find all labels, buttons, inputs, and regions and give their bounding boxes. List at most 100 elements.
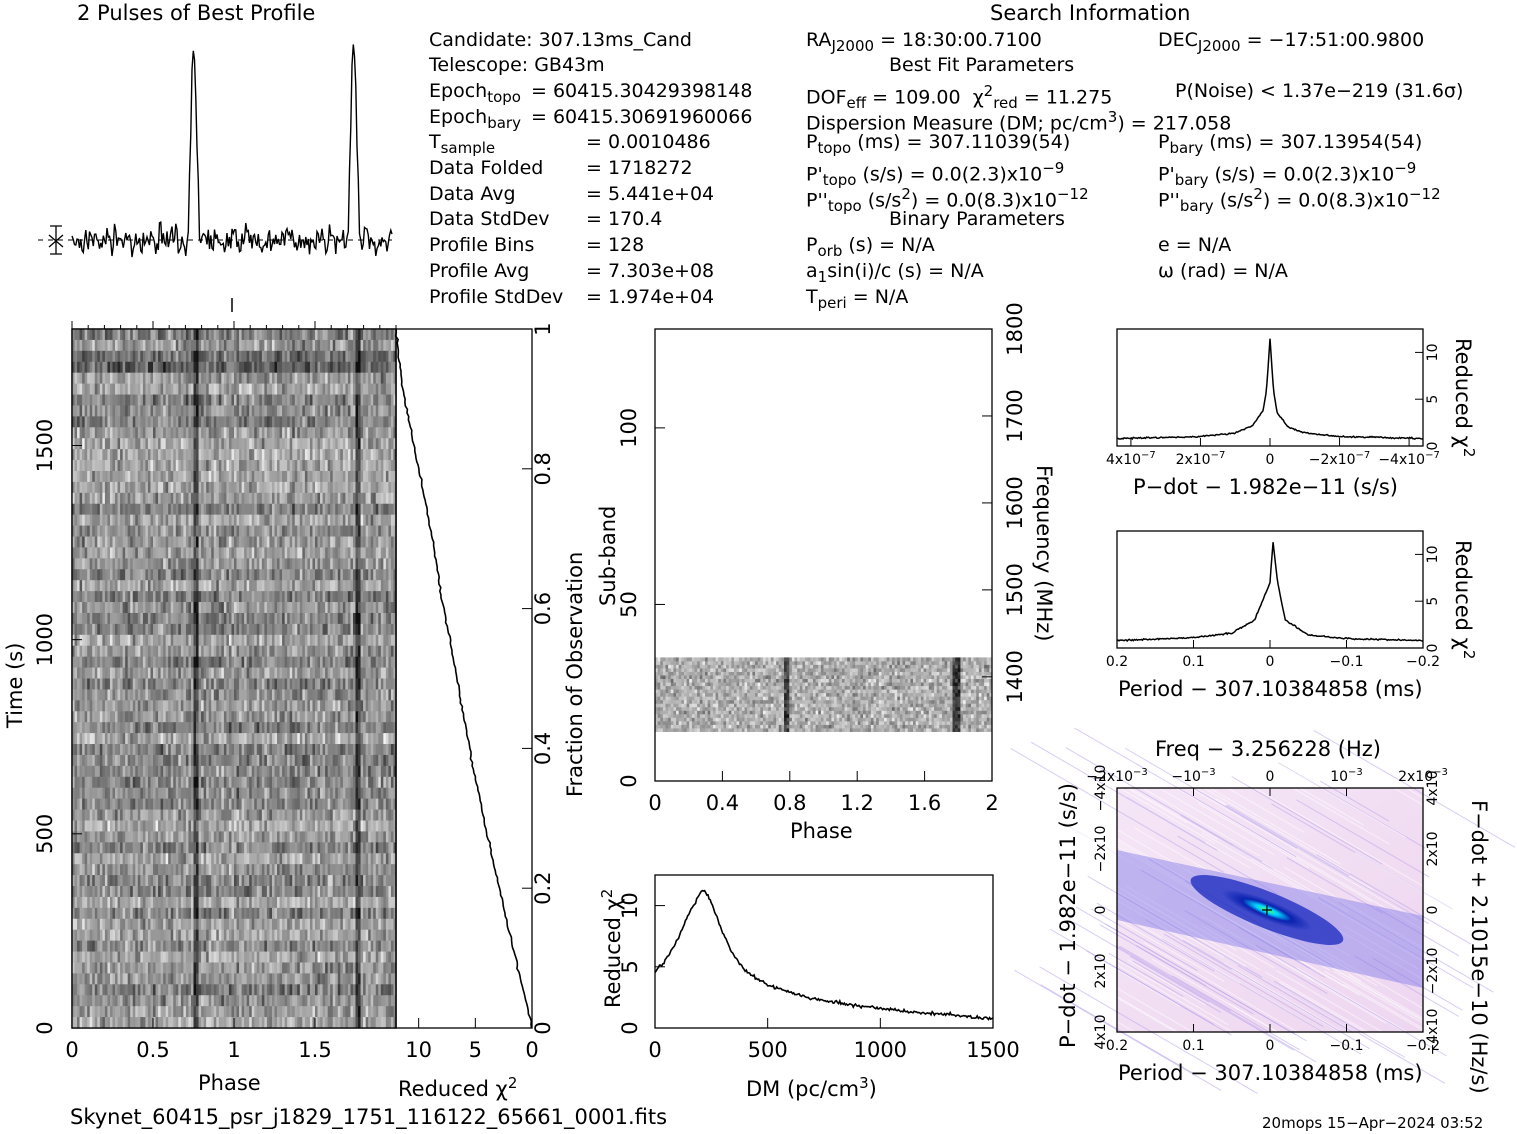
timephase-cell	[156, 744, 159, 755]
timephase-cell	[249, 733, 252, 744]
timephase-cell	[247, 558, 250, 569]
timephase-cell	[361, 569, 364, 580]
timephase-cell	[107, 449, 110, 460]
timephase-cell	[120, 537, 123, 548]
timephase-cell	[267, 733, 270, 744]
timephase-cell	[371, 668, 374, 679]
timephase-cell	[297, 657, 300, 668]
timephase-cell	[229, 405, 232, 416]
timephase-cell	[237, 427, 240, 438]
timephase-cell	[140, 395, 143, 406]
timephase-cell	[338, 657, 341, 668]
timephase-cell	[264, 416, 267, 427]
timephase-cell	[353, 547, 356, 558]
timephase-cell	[145, 733, 148, 744]
timephase-cell	[333, 537, 336, 548]
timephase-cell	[231, 493, 234, 504]
timephase-cell	[345, 405, 348, 416]
timephase-cell	[153, 733, 156, 744]
timephase-cell	[120, 427, 123, 438]
timephase-cell	[224, 646, 227, 657]
timephase-cell	[330, 438, 333, 449]
timephase-cell	[345, 329, 348, 340]
timephase-cell	[356, 679, 359, 690]
timephase-cell	[201, 362, 204, 373]
timephase-cell	[302, 340, 305, 351]
timephase-cell	[249, 689, 252, 700]
timephase-cell	[123, 744, 126, 755]
timephase-cell	[145, 526, 148, 537]
timephase-cell	[234, 493, 237, 504]
timephase-cell	[168, 405, 171, 416]
timephase-cell	[247, 537, 250, 548]
timephase-cell	[368, 504, 371, 515]
timephase-cell	[262, 362, 265, 373]
timephase-cell	[80, 657, 83, 668]
timephase-cell	[368, 635, 371, 646]
timephase-cell	[95, 689, 98, 700]
timephase-cell	[247, 351, 250, 362]
timephase-cell	[264, 613, 267, 624]
timephase-cell	[82, 679, 85, 690]
timephase-cell	[95, 711, 98, 722]
timephase-cell	[201, 646, 204, 657]
timephase-cell	[307, 351, 310, 362]
timephase-cell	[305, 602, 308, 613]
timephase-cell	[345, 569, 348, 580]
timephase-cell	[216, 405, 219, 416]
timephase-cell	[191, 438, 194, 449]
timephase-cell	[82, 471, 85, 482]
timephase-cell	[247, 526, 250, 537]
timephase-cell	[323, 602, 326, 613]
timephase-cell	[239, 602, 242, 613]
timephase-cell	[239, 624, 242, 635]
timephase-cell	[85, 395, 88, 406]
timephase-cell	[282, 504, 285, 515]
timephase-cell	[181, 471, 184, 482]
timephase-cell	[333, 515, 336, 526]
timephase-cell	[239, 373, 242, 384]
timephase-cell	[85, 526, 88, 537]
timephase-cell	[290, 395, 293, 406]
timephase-cell	[381, 351, 384, 362]
timephase-cell	[234, 526, 237, 537]
timephase-cell	[115, 602, 118, 613]
timephase-cell	[110, 711, 113, 722]
timephase-cell	[158, 679, 161, 690]
timephase-cell	[183, 504, 186, 515]
timephase-cell	[371, 744, 374, 755]
timephase-cell	[269, 657, 272, 668]
timephase-cell	[150, 580, 153, 591]
timephase-cell	[194, 657, 197, 668]
timephase-cell	[302, 504, 305, 515]
timephase-cell	[272, 384, 275, 395]
timephase-cell	[100, 504, 103, 515]
timephase-cell	[95, 373, 98, 384]
timephase-cell	[178, 733, 181, 744]
timephase-cell	[204, 547, 207, 558]
timephase-cell	[300, 405, 303, 416]
timephase-cell	[280, 395, 283, 406]
timephase-cell	[75, 384, 78, 395]
timephase-cell	[348, 624, 351, 635]
timephase-cell	[90, 722, 93, 733]
timephase-cell	[320, 405, 323, 416]
timephase-cell	[196, 700, 199, 711]
timephase-cell	[285, 646, 288, 657]
timephase-cell	[287, 384, 290, 395]
timephase-cell	[333, 482, 336, 493]
timephase-cell	[85, 493, 88, 504]
timephase-cell	[363, 722, 366, 733]
timephase-cell	[216, 744, 219, 755]
timephase-cell	[186, 657, 189, 668]
timephase-cell	[373, 515, 376, 526]
timephase-cell	[280, 362, 283, 373]
timephase-cell	[257, 405, 260, 416]
timephase-cell	[145, 438, 148, 449]
timephase-cell	[125, 449, 128, 460]
timephase-cell	[133, 558, 136, 569]
timephase-cell	[118, 657, 121, 668]
timephase-cell	[383, 482, 386, 493]
timephase-cell	[204, 580, 207, 591]
timephase-cell	[302, 689, 305, 700]
